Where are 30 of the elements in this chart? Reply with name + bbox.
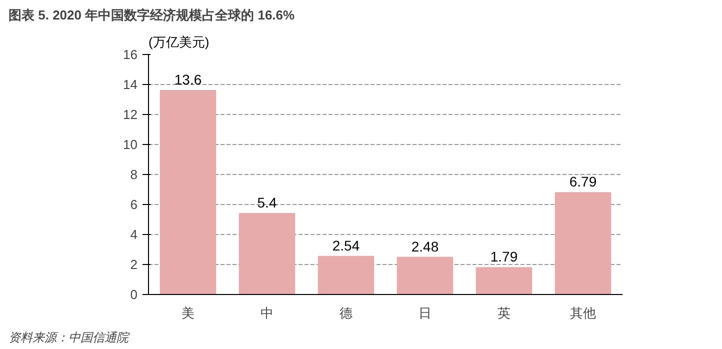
bar	[396, 256, 454, 294]
x-tick-label: 英	[498, 306, 510, 320]
chart-title: 图表 5. 2020 年中国数字经济规模占全球的 16.6%	[8, 8, 296, 22]
x-tick-label: 德	[340, 306, 352, 320]
x-tick-label: 日	[418, 306, 432, 320]
x-tick-label: 其他	[570, 306, 596, 320]
x-tick-label: 美	[182, 306, 194, 320]
y-axis-title: (万亿美元)	[148, 34, 210, 50]
y-tick-label: 16	[123, 47, 138, 62]
text: 资料来源：中国信通院	[8, 330, 130, 344]
bar	[160, 90, 216, 294]
bar	[476, 267, 532, 294]
data-label: 2.54	[332, 237, 360, 254]
data-label: 1.79	[490, 248, 518, 265]
data-label: 6.79	[569, 174, 597, 190]
y-tick-label: 0	[130, 287, 138, 302]
x-tick-label: 中	[260, 306, 274, 320]
y-tick-label: 10	[123, 137, 138, 152]
data-label: 13.6	[174, 72, 202, 88]
data-label: 5.4	[257, 194, 277, 210]
bar	[238, 213, 296, 294]
y-tick-label: 12	[123, 107, 138, 122]
y-tick-label: 6	[130, 197, 138, 212]
bar	[554, 192, 612, 294]
y-tick-label: 14	[123, 77, 138, 92]
y-tick-label: 4	[130, 227, 138, 242]
data-label: 2.48	[411, 238, 439, 254]
bar	[318, 256, 374, 294]
y-tick-label: 2	[130, 257, 138, 272]
y-tick-label: 8	[130, 167, 138, 182]
